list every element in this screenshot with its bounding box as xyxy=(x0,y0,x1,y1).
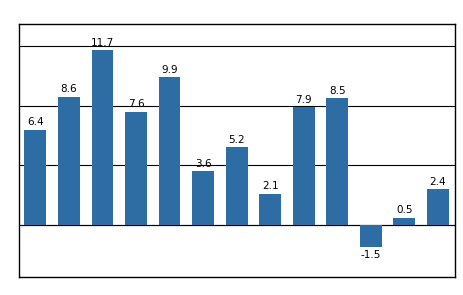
Text: 0.5: 0.5 xyxy=(395,205,412,215)
Text: 6.4: 6.4 xyxy=(27,117,44,127)
Text: -1.5: -1.5 xyxy=(360,250,380,260)
Bar xyxy=(426,189,448,225)
Bar xyxy=(325,98,347,225)
Text: 2.1: 2.1 xyxy=(261,181,278,191)
Bar xyxy=(393,218,414,225)
Bar xyxy=(158,77,180,225)
Bar xyxy=(125,112,147,225)
Bar xyxy=(292,107,314,225)
Bar xyxy=(192,171,213,225)
Text: 8.6: 8.6 xyxy=(61,84,77,94)
Text: 5.2: 5.2 xyxy=(228,135,244,145)
Bar xyxy=(25,130,46,225)
Bar xyxy=(91,50,113,225)
Bar xyxy=(259,194,281,225)
Text: 11.7: 11.7 xyxy=(91,38,114,48)
Text: 8.5: 8.5 xyxy=(328,86,345,96)
Text: 3.6: 3.6 xyxy=(194,159,211,169)
Bar xyxy=(359,225,381,248)
Text: 7.9: 7.9 xyxy=(295,95,312,105)
Text: 7.6: 7.6 xyxy=(127,99,144,109)
Text: 2.4: 2.4 xyxy=(429,177,445,187)
Text: 9.9: 9.9 xyxy=(161,65,177,75)
Bar xyxy=(58,97,80,225)
Bar xyxy=(225,148,247,225)
